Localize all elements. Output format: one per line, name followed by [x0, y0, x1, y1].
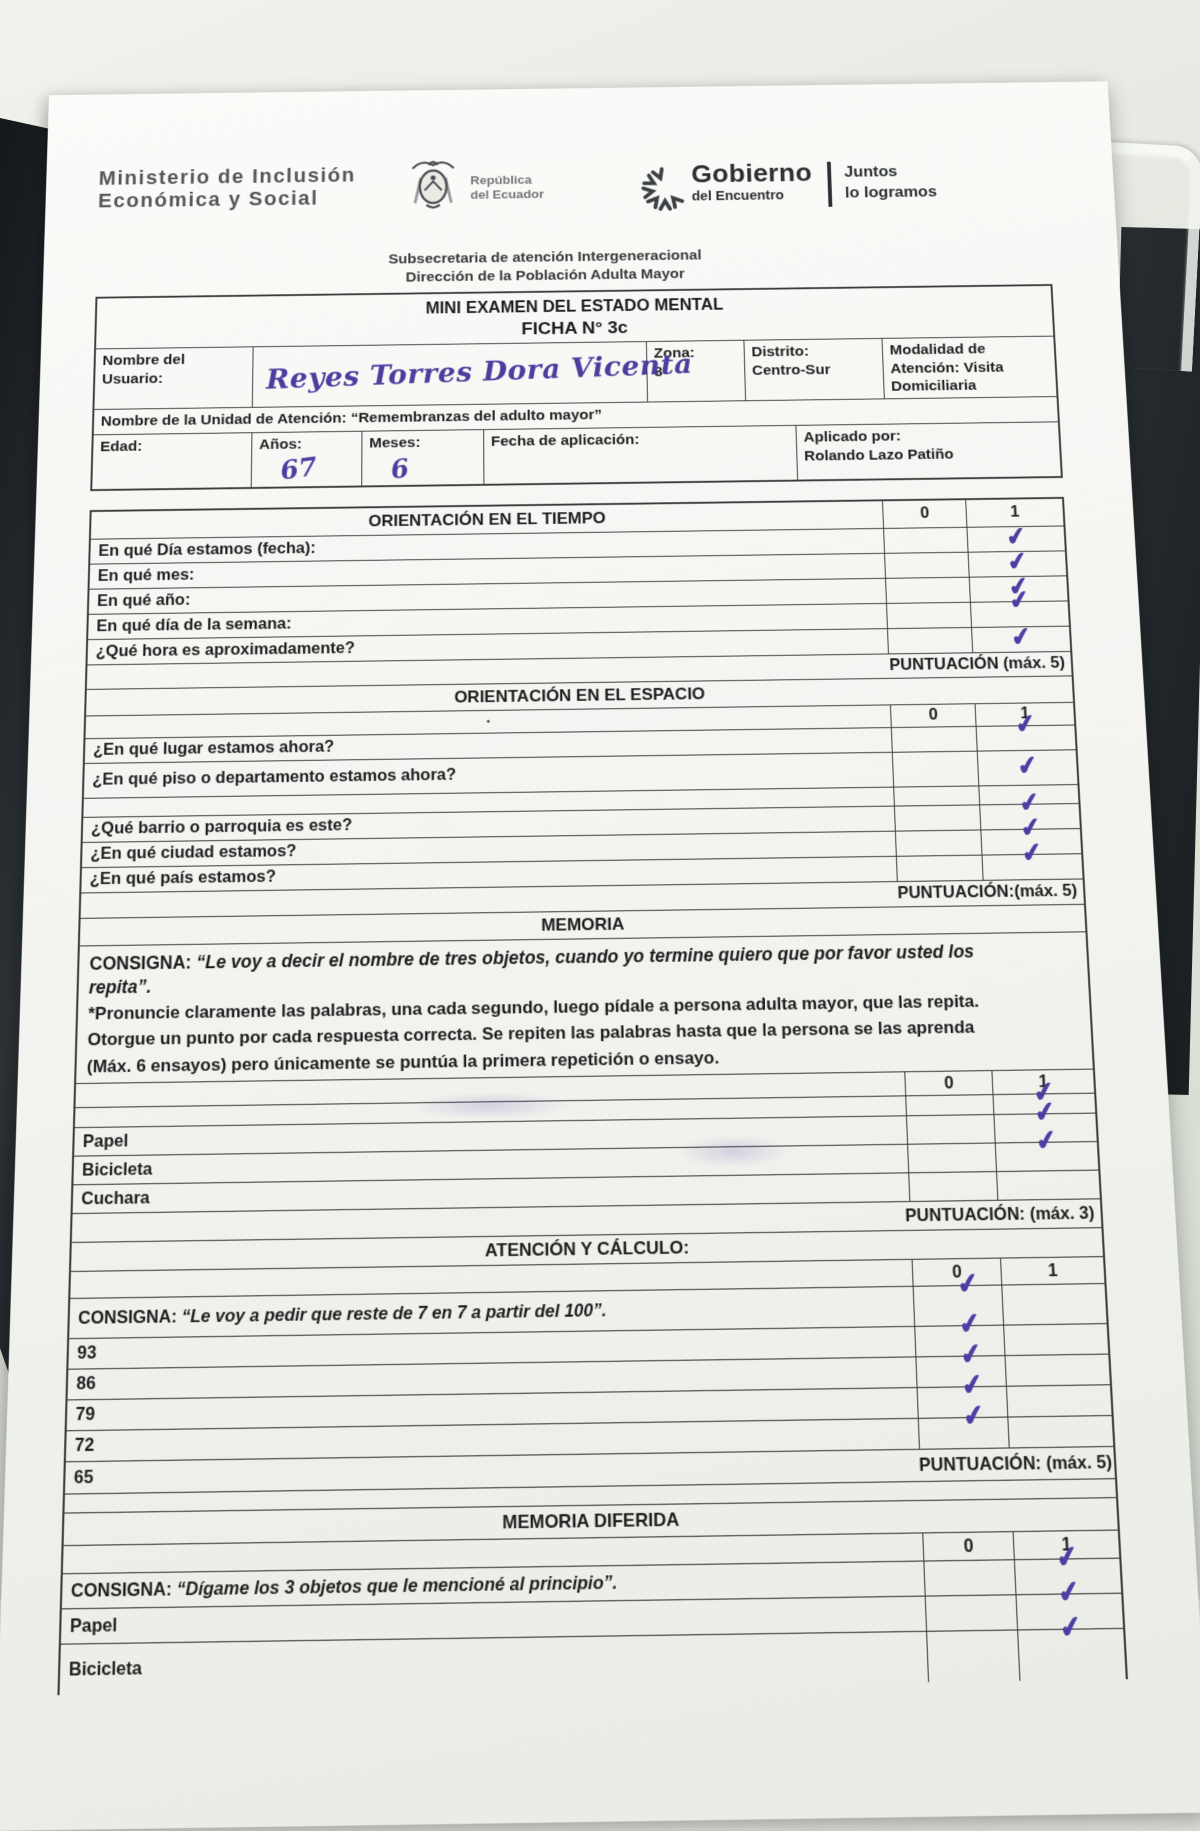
nombre-label: Nombre del Usuario: [101, 352, 186, 388]
ink-bleed-smudge [407, 1090, 573, 1121]
republic-logo: República del Ecuador [405, 150, 608, 220]
checkmark-icon: ✔ [1020, 836, 1044, 868]
gobierno-name: Gobierno [690, 158, 813, 188]
checkmark-icon: ✔ [956, 1266, 980, 1300]
gobierno-text: Gobierno del Encuentro [690, 158, 813, 212]
fecha-label: Fecha de aplicación: [483, 426, 798, 484]
brand-header: Ministerio de Inclusión Económica y Soci… [97, 145, 1050, 253]
score-col-0-header: 0 [904, 1071, 993, 1096]
ministry-line2: Económica y Social [97, 187, 319, 213]
diferida-consigna-text: “Dígame los 3 objetos que le mencioné al… [176, 1572, 618, 1600]
checkmark-icon: ✔ [1034, 1123, 1058, 1157]
memoria-instructions-row: CONSIGNA: “Le voy a decir el nombre de t… [76, 930, 1093, 1084]
checkmark-icon: ✔ [1014, 707, 1037, 739]
aplicado-cell: Aplicado por: Rolando Lazo Patiño [795, 422, 1061, 480]
logo-divider [826, 161, 833, 207]
checkmark-icon: ✔ [961, 1398, 986, 1433]
ink-bleed-smudge [675, 1134, 791, 1169]
anios-cell: Años: 67 [250, 432, 362, 487]
checkmark-icon: ✔ [1007, 584, 1031, 615]
edad-label: Edad: [99, 438, 143, 456]
espacio-score-label: PUNTUACIÓN:(máx. 5) [897, 881, 1078, 903]
modalidad-cell: Modalidad de Atención: Visita Domiciliar… [881, 336, 1057, 399]
checkmark-icon: ✔ [1054, 1539, 1079, 1575]
score-col-1-header: 1 [1000, 1257, 1105, 1285]
score-col-0-header: 0 [889, 703, 976, 727]
memoria-score-label: PUNTUACIÓN: (máx. 3) [904, 1203, 1095, 1226]
checkmark-icon: ✔ [1058, 1609, 1083, 1645]
meses-cell: Meses: 6 [361, 430, 484, 485]
checkmark-icon: ✔ [1056, 1574, 1081, 1610]
exam-table: ORIENTACIÓN EN EL TIEMPO 0 1 En qué Día … [57, 496, 1128, 1696]
score-col-1-header: 1 [965, 498, 1064, 527]
burst-arrows-icon [636, 164, 689, 213]
gobierno-subtitle: del Encuentro [691, 188, 785, 205]
calculo-consigna-text: “Le voy a pedir que reste de 7 en 7 a pa… [181, 1300, 607, 1327]
republic-text: República del Ecuador [470, 172, 545, 202]
distrito-cell: Distrito: Centro-Sur [743, 339, 884, 401]
form-info-table: MINI EXAMEN DEL ESTADO MENTAL FICHA N° 3… [90, 284, 1063, 491]
paper-form: Ministerio de Inclusión Económica y Soci… [0, 81, 1200, 1831]
ecuador-coat-of-arms-icon [405, 156, 460, 221]
checkmark-icon: ✔ [1016, 749, 1039, 781]
memoria-consigna-label: CONSIGNA: [89, 951, 192, 974]
calculo-consigna-label: CONSIGNA: [77, 1306, 178, 1328]
slogan-text: Juntos lo logramos [843, 162, 938, 202]
stray-dot [486, 719, 490, 723]
gobierno-logo: Gobierno del Encuentro Juntos lo logramo… [636, 146, 938, 213]
tiempo-score-label: PUNTUACIÓN (máx. 5) [889, 653, 1066, 674]
ministry-wordmark: Ministerio de Inclusión Económica y Soci… [98, 153, 406, 214]
nombre-handwritten-value: Reyes Torres Dora Vicenta [251, 342, 693, 408]
checkmark-icon: ✔ [1009, 621, 1033, 652]
diferida-consigna-label: CONSIGNA: [70, 1578, 173, 1601]
score-col-0-header: 0 [922, 1532, 1014, 1561]
calculo-score-label: PUNTUACIÓN: (máx. 5) [918, 1452, 1113, 1475]
score-col-0-header: 0 [882, 499, 967, 528]
